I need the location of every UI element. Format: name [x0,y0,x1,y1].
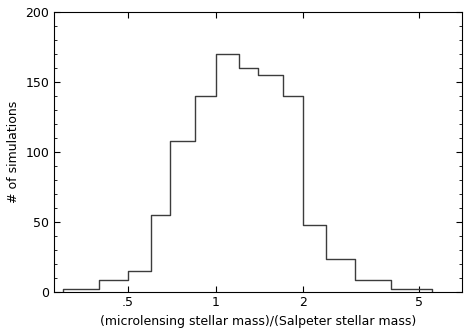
X-axis label: (microlensing stellar mass)/(Salpeter stellar mass): (microlensing stellar mass)/(Salpeter st… [100,315,416,328]
Y-axis label: # of simulations: # of simulations [7,100,20,203]
